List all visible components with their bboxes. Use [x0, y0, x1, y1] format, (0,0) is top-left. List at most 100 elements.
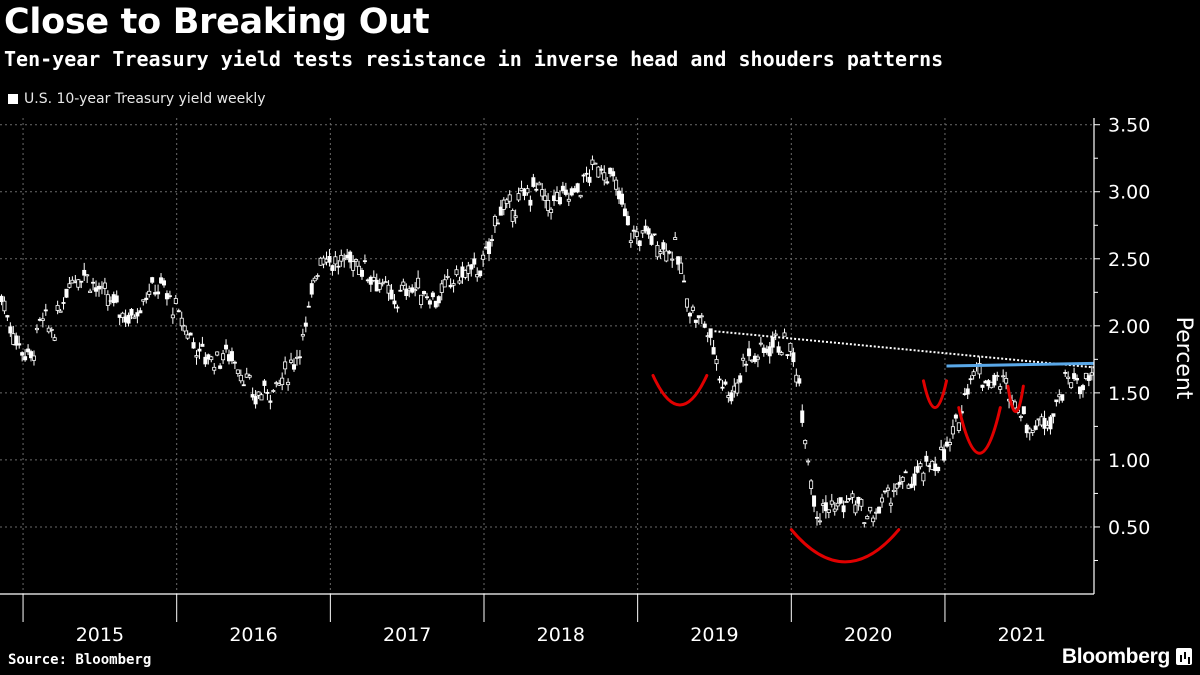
weekly-bar: [463, 270, 468, 278]
weekly-bar: [882, 490, 887, 493]
legend-swatch-icon: [8, 94, 18, 104]
weekly-bar: [436, 296, 441, 304]
weekly-bar: [909, 483, 914, 488]
weekly-bar: [67, 283, 72, 288]
weekly-bar: [49, 329, 54, 331]
weekly-bar: [776, 346, 781, 353]
legend-label: U.S. 10-year Treasury yield weekly: [24, 91, 266, 107]
weekly-bar: [525, 188, 530, 194]
weekly-bar: [185, 334, 190, 339]
weekly-bar: [667, 251, 672, 254]
weekly-bar: [194, 355, 199, 358]
weekly-bar: [203, 356, 208, 365]
weekly-bar: [259, 394, 264, 401]
weekly-bar: [942, 449, 947, 461]
y-tick-label: 1.00: [1108, 450, 1150, 472]
weekly-bar: [995, 375, 1000, 378]
weekly-bar: [348, 251, 353, 263]
weekly-bar: [114, 295, 119, 303]
weekly-bar: [953, 414, 958, 419]
weekly-bar: [699, 315, 704, 318]
weekly-bar: [888, 502, 893, 506]
weekly-bar: [628, 240, 633, 243]
weekly-bar: [593, 162, 598, 165]
right-shoulder-2021-arc: [1006, 384, 1025, 413]
weekly-bar: [924, 455, 929, 462]
weekly-bar: [968, 378, 973, 381]
weekly-bar: [150, 277, 155, 283]
weekly-bar: [336, 265, 341, 268]
weekly-bar: [481, 254, 486, 260]
weekly-bar: [708, 328, 713, 338]
weekly-bar: [147, 290, 152, 295]
weekly-bar: [649, 235, 654, 245]
weekly-bar: [451, 283, 456, 286]
weekly-bar: [900, 476, 905, 482]
weekly-bar: [351, 261, 356, 271]
weekly-bar: [720, 386, 725, 389]
weekly-bar: [546, 200, 551, 211]
weekly-bar: [0, 295, 4, 303]
bar-chart-icon: [1176, 648, 1192, 665]
axes: 0.50 1.00 1.50 2.00 2.50 3.00 3.50 2015 2016 2017…: [0, 115, 1196, 646]
weekly-bar: [655, 245, 660, 258]
weekly-bar: [785, 354, 790, 356]
weekly-bar: [723, 381, 728, 385]
weekly-bar: [1051, 413, 1056, 417]
weekly-bar: [1063, 372, 1068, 374]
weekly-bar: [232, 361, 237, 364]
weekly-bar: [779, 352, 784, 356]
weekly-bar: [847, 497, 852, 500]
weekly-bar: [637, 240, 642, 247]
weekly-bar: [537, 182, 542, 186]
weekly-bar: [1086, 375, 1091, 381]
weekly-bar: [23, 356, 28, 361]
weekly-bar: [880, 497, 885, 503]
weekly-bar: [800, 410, 805, 423]
weekly-bar: [132, 316, 137, 319]
weekly-bar: [578, 194, 583, 198]
weekly-bar: [58, 310, 63, 313]
weekly-bar: [209, 356, 214, 361]
weekly-bar: [354, 259, 359, 262]
weekly-bar: [52, 337, 57, 341]
weekly-bar: [507, 194, 512, 202]
weekly-bar: [422, 291, 427, 295]
weekly-bar: [744, 363, 749, 366]
weekly-bar: [253, 396, 258, 405]
weekly-bar: [850, 493, 855, 498]
weekly-bar: [646, 228, 651, 235]
weekly-bar: [685, 298, 690, 308]
weekly-bar: [1089, 372, 1094, 376]
weekly-bar: [312, 277, 317, 282]
weekly-bar: [235, 369, 240, 374]
weekly-bar: [102, 282, 107, 289]
weekly-bar: [543, 195, 548, 201]
weekly-bar: [516, 193, 521, 201]
weekly-bar: [841, 505, 846, 513]
weekly-bar: [238, 374, 243, 382]
weekly-bar: [611, 171, 616, 177]
weekly-bar: [631, 229, 636, 232]
weekly-bar: [1080, 385, 1085, 391]
weekly-bar: [885, 487, 890, 491]
weekly-bar: [466, 265, 471, 274]
head-arc: [789, 528, 901, 564]
weekly-bar: [738, 375, 743, 383]
weekly-bar: [268, 400, 273, 403]
weekly-bar: [714, 359, 719, 365]
weekly-bar: [1077, 386, 1082, 395]
weekly-bar: [980, 384, 985, 388]
weekly-bar: [826, 509, 831, 513]
weekly-bar: [661, 242, 666, 250]
weekly-bar: [120, 312, 125, 318]
weekly-bar: [342, 258, 347, 261]
y-tick-label: 2.50: [1108, 249, 1150, 271]
x-tick-label: 2020: [844, 624, 892, 646]
weekly-bar: [179, 317, 184, 327]
weekly-bar: [950, 426, 955, 435]
weekly-bar: [395, 306, 400, 309]
weekly-bar: [419, 294, 424, 305]
weekly-bar: [1075, 378, 1080, 381]
weekly-bar: [1060, 394, 1065, 401]
